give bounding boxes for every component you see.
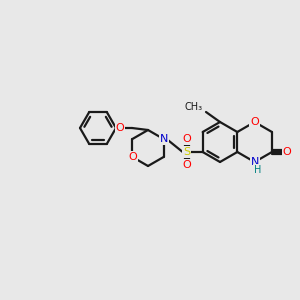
Text: S: S [183, 147, 190, 157]
Text: O: O [128, 152, 137, 162]
Text: O: O [182, 134, 191, 144]
Text: O: O [116, 123, 124, 133]
Text: N: N [250, 157, 259, 167]
Text: O: O [250, 117, 259, 127]
Text: N: N [159, 134, 168, 144]
Text: CH₃: CH₃ [185, 102, 203, 112]
Text: H: H [254, 165, 261, 175]
Text: O: O [182, 160, 191, 170]
Text: O: O [283, 147, 291, 157]
